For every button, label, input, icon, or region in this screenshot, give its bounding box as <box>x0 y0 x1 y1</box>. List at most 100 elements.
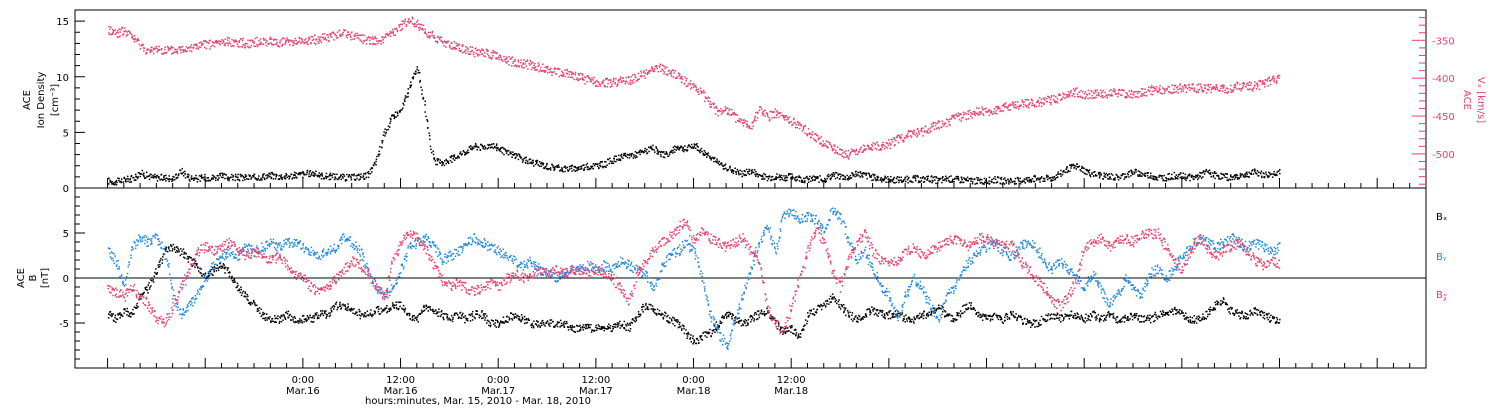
density-point <box>1091 173 1093 175</box>
density-point <box>678 148 681 150</box>
velocity-point <box>115 31 118 34</box>
velocity-point <box>788 116 791 118</box>
velocity-point <box>259 38 262 40</box>
bx-point <box>573 326 576 328</box>
density-point <box>924 177 926 179</box>
density-point <box>1231 178 1234 181</box>
bx-point <box>388 310 391 312</box>
density-point <box>363 173 365 175</box>
density-point <box>629 153 631 155</box>
velocity-point <box>529 59 531 62</box>
bx-point <box>322 314 325 317</box>
velocity-point <box>1132 91 1135 94</box>
bx-point <box>436 312 438 314</box>
bx-point <box>328 315 331 318</box>
velocity-point <box>359 34 361 37</box>
velocity-point <box>1113 91 1116 93</box>
bx-point <box>176 249 178 252</box>
velocity-point <box>815 133 817 135</box>
bx-point <box>207 272 210 275</box>
velocity-point <box>1195 90 1198 93</box>
bx-point <box>181 250 183 252</box>
bx-point <box>244 291 246 293</box>
density-point <box>887 181 889 183</box>
velocity-point <box>274 38 277 40</box>
top-panel-frame <box>74 9 1427 189</box>
density-point <box>680 145 682 147</box>
velocity-point <box>605 77 607 80</box>
density-point <box>553 169 555 171</box>
density-point <box>713 160 715 163</box>
velocity-point <box>357 34 360 37</box>
density-point <box>315 170 317 172</box>
density-point <box>318 176 321 178</box>
velocity-point <box>1247 82 1249 84</box>
density-point <box>764 174 767 176</box>
density-point <box>863 172 865 174</box>
velocity-point <box>985 110 987 113</box>
velocity-point <box>782 115 785 117</box>
bx-point <box>446 316 448 318</box>
velocity-point <box>566 73 568 75</box>
velocity-point <box>907 130 909 132</box>
bx-point <box>314 312 317 315</box>
velocity-point <box>330 32 333 34</box>
velocity-point <box>869 148 871 151</box>
bx-point <box>162 253 165 256</box>
velocity-point <box>1016 105 1019 108</box>
density-point <box>329 178 332 180</box>
bx-point <box>549 325 551 327</box>
density-point <box>1074 165 1077 167</box>
velocity-point <box>1243 83 1245 85</box>
density-point <box>197 178 200 181</box>
bx-point <box>425 304 427 306</box>
velocity-point <box>178 47 180 49</box>
bx-point <box>416 316 418 318</box>
density-point <box>196 178 199 180</box>
density-point <box>226 177 228 179</box>
velocity-point <box>1191 87 1193 89</box>
velocity-point <box>1224 89 1226 91</box>
bx-point <box>550 319 553 321</box>
density-point <box>936 182 939 184</box>
velocity-point <box>988 110 990 113</box>
bx-point <box>585 327 587 330</box>
velocity-point <box>633 79 635 81</box>
density-point <box>1246 175 1248 178</box>
density-point <box>753 169 756 171</box>
bx-point <box>476 313 479 315</box>
bx-point <box>358 308 360 311</box>
velocity-point <box>480 53 483 56</box>
velocity-point <box>458 50 460 52</box>
density-point <box>893 181 895 184</box>
bx-point <box>481 317 483 320</box>
velocity-point <box>1085 96 1087 98</box>
velocity-point <box>1204 87 1206 89</box>
density-point <box>280 175 282 178</box>
velocity-point <box>1240 88 1242 90</box>
bx-point <box>588 323 590 326</box>
density-point <box>988 180 990 182</box>
density-point <box>432 150 434 152</box>
velocity-point <box>949 124 951 127</box>
velocity-point <box>458 47 461 50</box>
velocity-point <box>836 152 839 154</box>
density-point <box>633 154 635 156</box>
density-point <box>146 171 148 174</box>
velocity-point <box>409 20 412 22</box>
bx-point <box>415 318 418 320</box>
velocity-point <box>858 150 860 153</box>
density-point <box>125 181 127 183</box>
velocity-point <box>344 29 347 32</box>
density-point <box>1150 175 1152 177</box>
density-point <box>1099 175 1101 177</box>
bx-point <box>183 253 185 255</box>
density-point <box>873 175 875 177</box>
bx-point <box>210 268 213 271</box>
density-point <box>895 177 898 179</box>
velocity-point <box>684 76 686 78</box>
density-point <box>495 147 497 149</box>
velocity-point <box>1074 96 1076 98</box>
velocity-point <box>1098 93 1100 96</box>
density-point <box>262 176 264 179</box>
